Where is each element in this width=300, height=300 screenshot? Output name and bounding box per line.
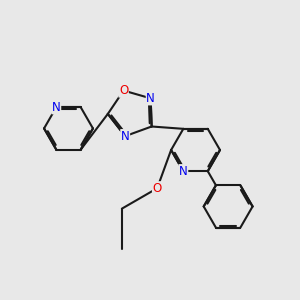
Text: O: O [152,182,162,195]
Text: N: N [121,130,130,142]
Text: O: O [119,84,128,97]
Text: N: N [52,101,61,114]
Text: N: N [179,165,188,178]
Text: N: N [146,92,155,105]
